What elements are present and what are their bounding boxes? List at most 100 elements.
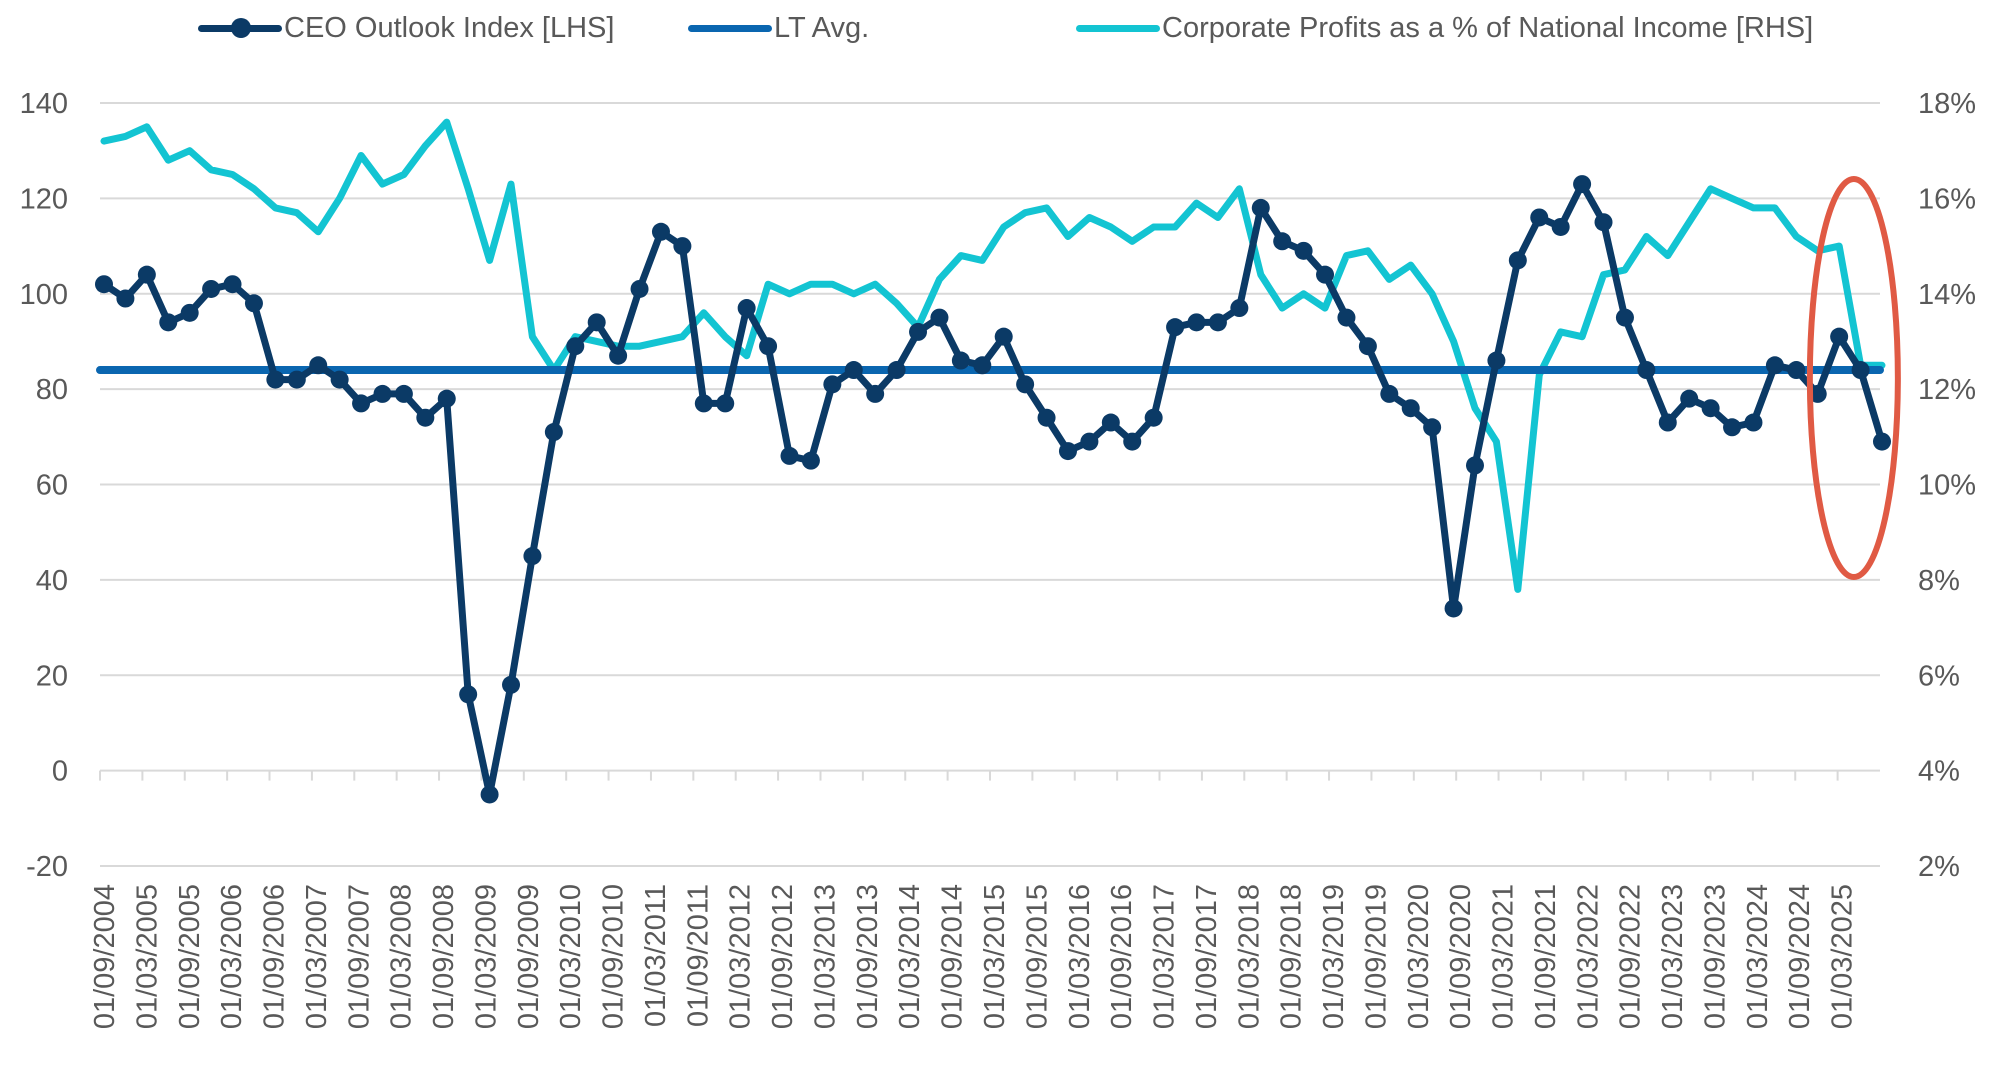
legend-item-profits[interactable]: Corporate Profits as a % of National Inc…: [1076, 6, 1813, 50]
x-tick-label: 01/09/2004: [89, 884, 121, 1029]
ceo-point: [1744, 413, 1763, 432]
ceo-point: [1208, 313, 1227, 332]
x-tick-label: 01/09/2022: [1615, 884, 1647, 1029]
ceo-point: [1701, 399, 1720, 418]
ceo-point: [737, 299, 756, 318]
ceo-point: [244, 294, 263, 313]
x-tick-label: 01/03/2024: [1742, 884, 1774, 1029]
ceo-point: [1444, 599, 1463, 618]
legend-item-ceo[interactable]: CEO Outlook Index [LHS]: [198, 6, 614, 50]
ceo-point: [1401, 399, 1420, 418]
ceo-point: [523, 547, 542, 566]
ceo-point: [437, 389, 456, 408]
x-tick-label: 01/09/2016: [1106, 884, 1138, 1029]
ceo-point: [502, 675, 521, 694]
ceo-point: [609, 346, 628, 365]
x-tick-label: 01/03/2022: [1572, 884, 1604, 1029]
ceo-point: [1680, 389, 1699, 408]
x-tick-label: 01/09/2020: [1445, 884, 1477, 1029]
ceo-point: [1358, 337, 1377, 356]
series-corporate-profits: [100, 118, 1886, 593]
x-tick-label: 01/09/2019: [1360, 884, 1392, 1029]
ceo-point: [1723, 418, 1742, 437]
ceo-point: [416, 408, 435, 427]
left-tick-label: 140: [20, 88, 68, 120]
ceo-point: [887, 361, 906, 380]
right-tick-label: 18%: [1918, 88, 1976, 120]
ceo-point: [266, 370, 285, 389]
ceo-point: [352, 394, 371, 413]
left-tick-label: -20: [26, 851, 68, 883]
x-tick-label: 01/09/2018: [1276, 884, 1308, 1029]
x-tick-label: 01/03/2007: [301, 884, 333, 1029]
left-tick-label: 120: [20, 183, 68, 215]
ceo-point: [630, 279, 649, 298]
ceo-point: [1851, 361, 1870, 380]
x-tick-label: 01/03/2012: [725, 884, 757, 1029]
x-tick-label: 01/03/2016: [1064, 884, 1096, 1029]
ceo-point: [1573, 175, 1592, 194]
ceo-point: [1166, 318, 1185, 337]
ceo-point: [1808, 384, 1827, 403]
right-tick-label: 10%: [1918, 470, 1976, 502]
x-tick-label: 01/09/2012: [767, 884, 799, 1029]
ceo-point: [1530, 208, 1549, 227]
ceo-point: [459, 685, 478, 704]
ceo-point: [373, 384, 392, 403]
x-tick-label: 01/09/2009: [513, 884, 545, 1029]
x-tick-label: 01/09/2017: [1191, 884, 1223, 1029]
ceo-point: [844, 361, 863, 380]
ceo-point: [759, 337, 778, 356]
profits-line: [100, 118, 1886, 593]
x-tick-label: 01/03/2006: [216, 884, 248, 1029]
ceo-point: [994, 327, 1013, 346]
right-tick-label: 12%: [1918, 374, 1976, 406]
ceo-point: [1380, 384, 1399, 403]
ceo-point: [1658, 413, 1677, 432]
legend-swatch-profits: [1076, 6, 1160, 50]
x-tick-label: 01/03/2008: [386, 884, 418, 1029]
x-tick-label: 01/03/2021: [1488, 884, 1520, 1029]
x-tick-label: 01/09/2006: [259, 884, 291, 1029]
ceo-point: [1187, 313, 1206, 332]
ceo-point: [1337, 308, 1356, 327]
left-axis: -20 0 20 40 60 80 100 120 140: [20, 88, 68, 883]
ceo-point: [716, 394, 735, 413]
ceo-point: [480, 785, 499, 804]
legend-label-avg: LT Avg.: [774, 11, 870, 44]
right-tick-label: 6%: [1918, 660, 1960, 692]
ceo-point: [694, 394, 713, 413]
series-ceo-outlook: [95, 175, 1891, 804]
x-tick-label: 01/03/2025: [1827, 884, 1859, 1029]
ceo-point: [801, 451, 820, 470]
x-tick-label: 01/09/2013: [852, 884, 884, 1029]
ceo-point: [1037, 408, 1056, 427]
ceo-point: [973, 356, 992, 375]
ceo-point: [95, 275, 113, 294]
right-tick-label: 4%: [1918, 756, 1960, 788]
x-tick-label: 01/03/2005: [131, 884, 163, 1029]
ceo-point: [1615, 308, 1634, 327]
ceo-point: [930, 308, 949, 327]
legend-swatch-avg: [688, 6, 772, 50]
ceo-point: [673, 237, 692, 256]
x-tick-label: 01/09/2023: [1699, 884, 1731, 1029]
x-tick-label: 01/03/2009: [470, 884, 502, 1029]
ceo-point: [1230, 299, 1249, 318]
ceo-point: [1123, 432, 1142, 451]
x-tick-label: 01/03/2010: [555, 884, 587, 1029]
ceo-point: [223, 275, 242, 294]
left-tick-label: 20: [36, 660, 68, 692]
ceo-point: [394, 384, 413, 403]
ceo-point: [951, 351, 970, 370]
highlight-ellipse: [1806, 176, 1901, 580]
ceo-point: [309, 356, 328, 375]
left-tick-label: 40: [36, 565, 68, 597]
ceo-point: [330, 370, 349, 389]
ceo-point: [1465, 456, 1484, 475]
legend-item-avg[interactable]: LT Avg.: [688, 6, 869, 50]
legend: CEO Outlook Index [LHS] LT Avg. Corporat…: [0, 6, 2000, 50]
ceo-line: [102, 180, 1886, 798]
x-tick-label: 01/09/2005: [174, 884, 206, 1029]
